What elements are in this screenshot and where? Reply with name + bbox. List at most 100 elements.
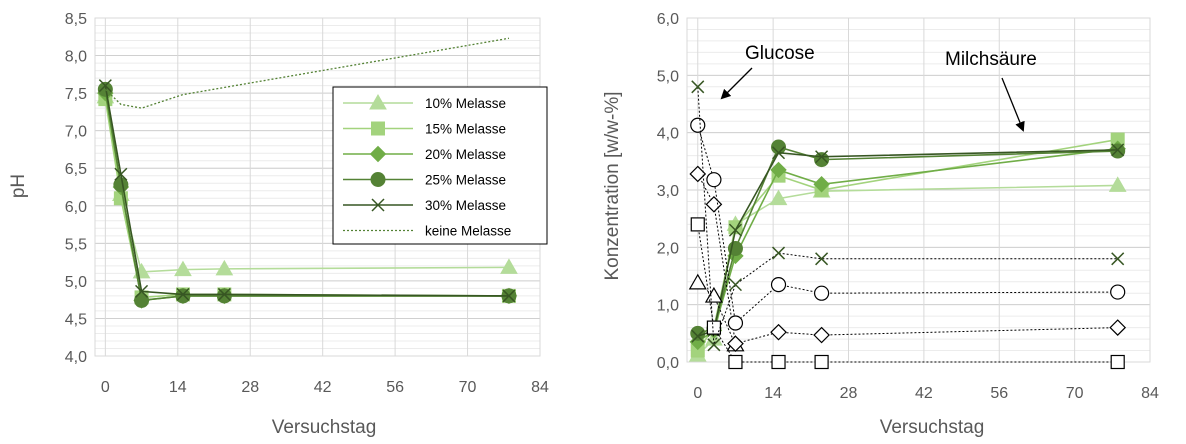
ph-10pct-melasse-point xyxy=(174,260,192,277)
concentration-glucose-x-line xyxy=(697,86,1118,345)
concentration-milchs-ure-x-point-stroke-b xyxy=(691,329,705,343)
ph-25pct-melasse-point xyxy=(134,292,150,308)
concentration-milchs-ure-circle-point xyxy=(814,152,830,168)
concentration-milchs-ure-triangle-point xyxy=(1108,176,1127,192)
ph-30pct-melasse-point xyxy=(502,289,516,303)
legend-entry-10pct-melasse-label: 10% Melasse xyxy=(425,96,506,111)
concentration-glucose-triangle-open-point xyxy=(688,273,707,290)
ph-y-tick-label: 8,0 xyxy=(65,49,87,66)
concentration-glucose-x-point-stroke-b xyxy=(815,252,829,266)
ph-30pct-melasse-point xyxy=(98,79,112,93)
ph-y-axis-title: pH xyxy=(8,174,29,198)
ph-y-tick-label: 6,0 xyxy=(65,199,87,216)
ph-tick-labels: 4,0 4,5 5,0 5,5 6,0 6,5 7,0 7,5 8,0 8,5 0 14 28 42 56 7… xyxy=(65,11,549,396)
ph-30pct-melasse-point xyxy=(217,287,231,301)
ph-30pct-melasse-point-stroke-b xyxy=(217,287,231,301)
concentration-glucose-square-open-point xyxy=(706,320,722,335)
concentration-glucose-square-open-point xyxy=(1110,354,1125,370)
ph-25pct-melasse-point xyxy=(216,288,232,304)
ph-y-tick-label: 5,5 xyxy=(65,236,87,253)
concentration-y-tick-label: 5,0 xyxy=(657,68,679,85)
ph-25pct-melasse-line xyxy=(104,89,509,302)
ph-x-tick-label: 84 xyxy=(531,379,549,396)
concentration-glucose-diamond-open-point xyxy=(813,326,830,344)
concentration-milchs-ure-diamond-point xyxy=(813,176,830,193)
legend-entry-10pct-melasse-swatch-marker xyxy=(369,93,387,110)
concentration-glucose-circle-open-point xyxy=(690,117,706,133)
concentration-y-tick-label: 2,0 xyxy=(657,240,679,257)
concentration-y-tick-label: 6,0 xyxy=(657,11,679,28)
concentration-glucose-circle-open-point xyxy=(770,277,787,293)
ph-x-tick-label: 56 xyxy=(386,379,404,396)
concentration-glucose-square-open-point xyxy=(728,354,743,370)
concentration-x-tick-label: 70 xyxy=(1066,385,1084,402)
concentration-milchs-ure-circle-point xyxy=(690,325,706,341)
legend-entry-15pct-melasse: 15% Melasse xyxy=(343,121,506,137)
concentration-y-tick-label: 1,0 xyxy=(657,298,679,315)
concentration-y-tick-label: 4,0 xyxy=(657,126,679,143)
concentration-milchs-ure-x-point xyxy=(691,329,705,343)
legend-entry-20pct-melasse-swatch-marker xyxy=(369,145,387,163)
concentration-milchs-ure-x-point-stroke-b xyxy=(1111,143,1125,157)
concentration-milchs-ure-x-point xyxy=(815,150,829,164)
legend-entry-30pct-melasse-swatch-marker xyxy=(371,198,385,212)
milchsaeure-arrow xyxy=(1001,77,1025,132)
concentration-glucose-triangle-open-point xyxy=(704,286,723,303)
ph-y-tick-label: 7,5 xyxy=(65,86,87,103)
ph-keine-melasse-line xyxy=(104,37,510,109)
concentration-glucose-x-point-stroke-b xyxy=(1111,252,1125,266)
concentration-glucose-square-open-point xyxy=(771,354,786,370)
concentration-milchs-ure-diamond-line xyxy=(697,147,1118,343)
concentration-y-axis-title: Konzentration [w/w-%] xyxy=(602,91,623,280)
milchsaeure-annotation: Milchsäure xyxy=(945,49,1037,70)
concentration-milchs-ure-x-point xyxy=(728,223,742,237)
ph-series xyxy=(96,37,518,309)
legend-entry-30pct-melasse: 30% Melasse xyxy=(343,198,506,213)
concentration-x-tick-label: 0 xyxy=(693,385,702,402)
concentration-glucose-x-point xyxy=(691,80,705,94)
ph-30pct-melasse-line xyxy=(104,85,509,297)
concentration-glucose-square-open-line xyxy=(697,224,1118,363)
concentration-milchs-ure-x-point-stroke-b xyxy=(728,223,742,237)
ph-y-tick-label: 7,0 xyxy=(65,124,87,141)
legend-entry-keine-melasse-label: keine Melasse xyxy=(425,224,511,239)
concentration-milchs-ure-diamond-point xyxy=(770,161,787,179)
ph-25pct-melasse-point xyxy=(175,288,191,304)
legend-entry-30pct-melasse-swatch-marker-stroke-b xyxy=(371,198,385,212)
concentration-x-tick-label: 56 xyxy=(990,385,1008,402)
concentration-milchs-ure-x-point-stroke-b xyxy=(815,150,829,164)
concentration-milchs-ure-x-line xyxy=(697,149,1118,337)
concentration-milchs-ure-x-point xyxy=(1111,143,1125,157)
concentration-milchs-ure-x-point-stroke-b xyxy=(771,146,786,160)
concentration-milchs-ure-triangle-point xyxy=(769,189,788,206)
concentration-x-tick-label: 84 xyxy=(1141,385,1159,402)
concentration-glucose-diamond-open-point xyxy=(705,195,723,213)
ph-y-tick-label: 6,5 xyxy=(65,161,87,178)
concentration-glucose-circle-open-point xyxy=(706,172,722,188)
concentration-glucose-diamond-open-point xyxy=(770,323,787,341)
concentration-x-tick-label: 14 xyxy=(764,385,782,402)
legend-entry-25pct-melasse: 25% Melasse xyxy=(343,172,506,188)
concentration-glucose-x-point xyxy=(728,278,742,292)
ph-30pct-melasse-point-stroke-b xyxy=(502,289,516,303)
legend-entry-25pct-melasse-label: 25% Melasse xyxy=(425,173,506,188)
glucose-annotation: Glucose xyxy=(745,43,815,64)
concentration-y-tick-label: 3,0 xyxy=(657,183,679,200)
legend-entry-10pct-melasse: 10% Melasse xyxy=(343,93,506,111)
concentration-chart: 0,0 1,0 2,0 3,0 4,0 5,0 6,0 0 14 28 42 56 70 84 Konze… xyxy=(602,11,1159,438)
ph-y-tick-label: 5,0 xyxy=(65,274,87,291)
ph-10pct-melasse-point xyxy=(215,259,234,276)
concentration-glucose-x-point xyxy=(771,246,786,260)
legend-entry-15pct-melasse-swatch-marker xyxy=(371,121,385,136)
concentration-glucose-x-point xyxy=(815,252,829,266)
concentration-glucose-x-point-stroke-b xyxy=(691,80,705,94)
ph-legend-box xyxy=(332,86,548,245)
concentration-milchs-ure-x-point xyxy=(771,146,786,160)
ph-30pct-melasse-point xyxy=(135,284,149,298)
concentration-glucose-square-open-point xyxy=(690,217,705,232)
legend-entry-25pct-melasse-swatch-marker xyxy=(370,172,386,187)
legend-entry-keine-melasse: keine Melasse xyxy=(343,224,511,239)
concentration-x-tick-label: 28 xyxy=(840,385,858,402)
ph-x-tick-label: 0 xyxy=(101,379,110,396)
